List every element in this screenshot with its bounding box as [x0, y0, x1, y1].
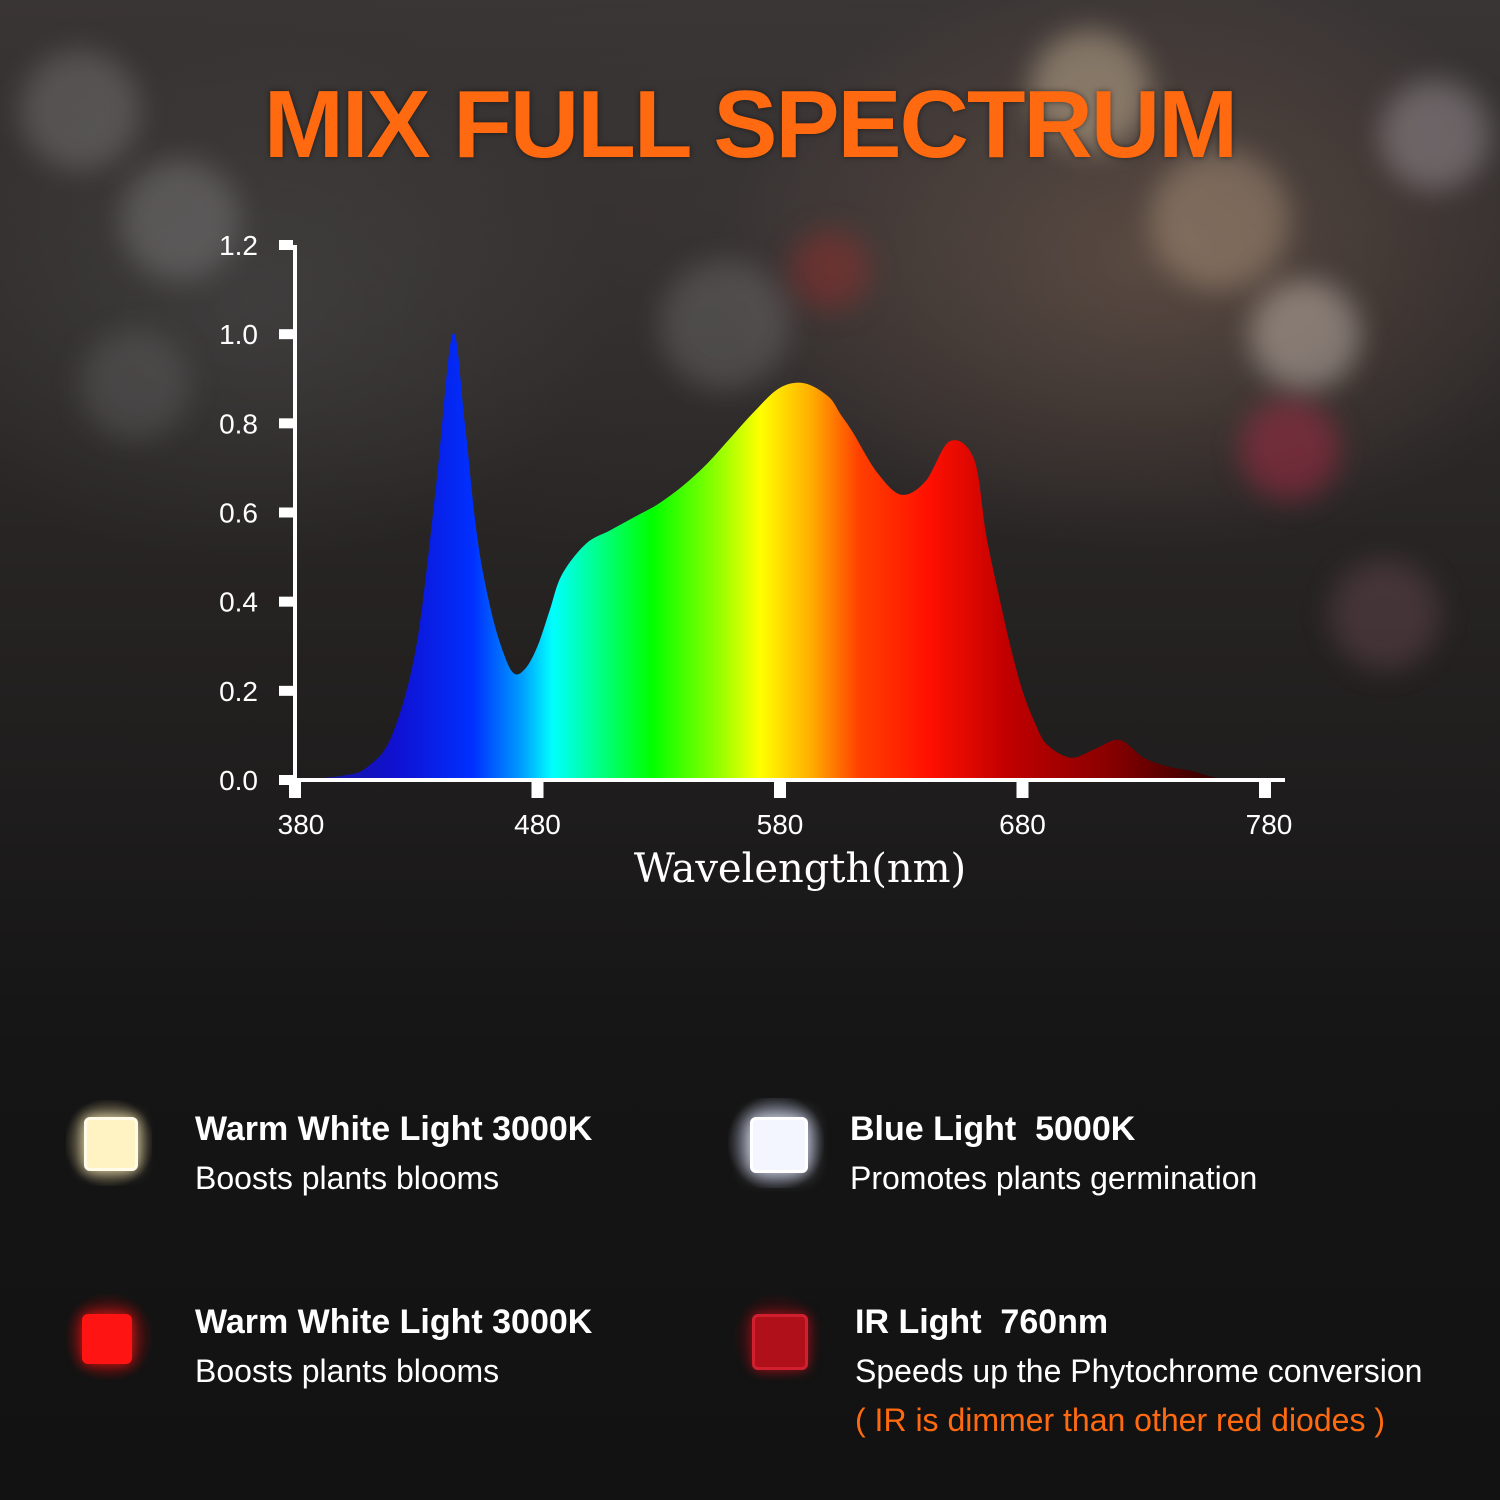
bokeh-light	[120, 160, 240, 280]
x-tick-label: 480	[514, 809, 561, 840]
y-tick-label: 0.8	[219, 408, 258, 439]
page-title: MIX FULL SPECTRUM	[263, 71, 1238, 178]
red-led-icon	[82, 1314, 132, 1364]
legend-desc: Boosts plants blooms	[195, 1160, 500, 1196]
y-tick-mark	[279, 240, 293, 250]
x-axis-ticks: 380 480 580 680 780	[278, 782, 1293, 840]
x-axis-label: Wavelength(nm)	[634, 846, 966, 892]
y-tick-label: 0.4	[219, 587, 258, 618]
bokeh-light	[20, 50, 140, 170]
bokeh-light	[1380, 80, 1490, 190]
legend-title: Warm White Light 3000K	[195, 1110, 593, 1148]
y-tick-label: 0.2	[219, 676, 258, 707]
legend-desc: Promotes plants germination	[850, 1160, 1258, 1196]
warm-white-led-icon	[84, 1117, 138, 1171]
x-tick-mark	[774, 782, 786, 798]
y-tick-label: 0.0	[219, 765, 258, 796]
x-tick-label: 680	[999, 809, 1046, 840]
y-axis-ticks: 0.0 0.2 0.4 0.6 0.8 1.0 1.2	[219, 230, 293, 796]
bokeh-light	[1030, 30, 1150, 150]
ir-led-icon	[752, 1314, 808, 1370]
y-tick-mark	[279, 418, 293, 429]
legend-desc: Boosts plants blooms	[195, 1353, 500, 1389]
spectrum-area	[295, 332, 1265, 780]
legend-note: ( IR is dimmer than other red diodes )	[855, 1402, 1385, 1438]
x-tick-mark	[531, 782, 544, 798]
legend-title: Warm White Light 3000K	[195, 1303, 593, 1341]
bokeh-light	[80, 330, 190, 440]
spectrum-chart: 380 480 580 680 780 0.0 0.2 0.4 0.6 0.8 1.0 1.2 Wa…	[219, 230, 1293, 892]
x-tick-label: 380	[278, 809, 325, 840]
y-tick-label: 1.0	[219, 319, 258, 350]
legend-title: Blue Light 5000K	[850, 1110, 1136, 1148]
x-tick-mark	[1259, 782, 1271, 798]
bokeh-light	[1150, 150, 1290, 290]
y-tick-mark	[279, 775, 293, 785]
y-tick-mark	[279, 507, 293, 518]
x-tick-label: 580	[757, 809, 804, 840]
x-tick-mark	[1016, 782, 1029, 798]
y-tick-label: 0.6	[219, 498, 258, 529]
bokeh-light	[1330, 560, 1440, 670]
x-tick-mark	[289, 782, 301, 798]
bokeh-light	[1250, 280, 1360, 390]
y-tick-label: 1.2	[219, 230, 258, 261]
y-tick-mark	[279, 596, 293, 607]
x-tick-label: 780	[1246, 809, 1293, 840]
legend-desc: Speeds up the Phytochrome conversion	[855, 1353, 1423, 1389]
y-tick-mark	[279, 329, 293, 340]
chart-axes	[281, 245, 1285, 782]
bokeh-light	[790, 230, 870, 310]
legend-title: IR Light 760nm	[855, 1303, 1109, 1341]
bokeh-light	[660, 260, 790, 390]
blue-led-icon	[750, 1117, 808, 1173]
y-tick-mark	[279, 685, 293, 696]
bokeh-light	[1240, 400, 1340, 500]
